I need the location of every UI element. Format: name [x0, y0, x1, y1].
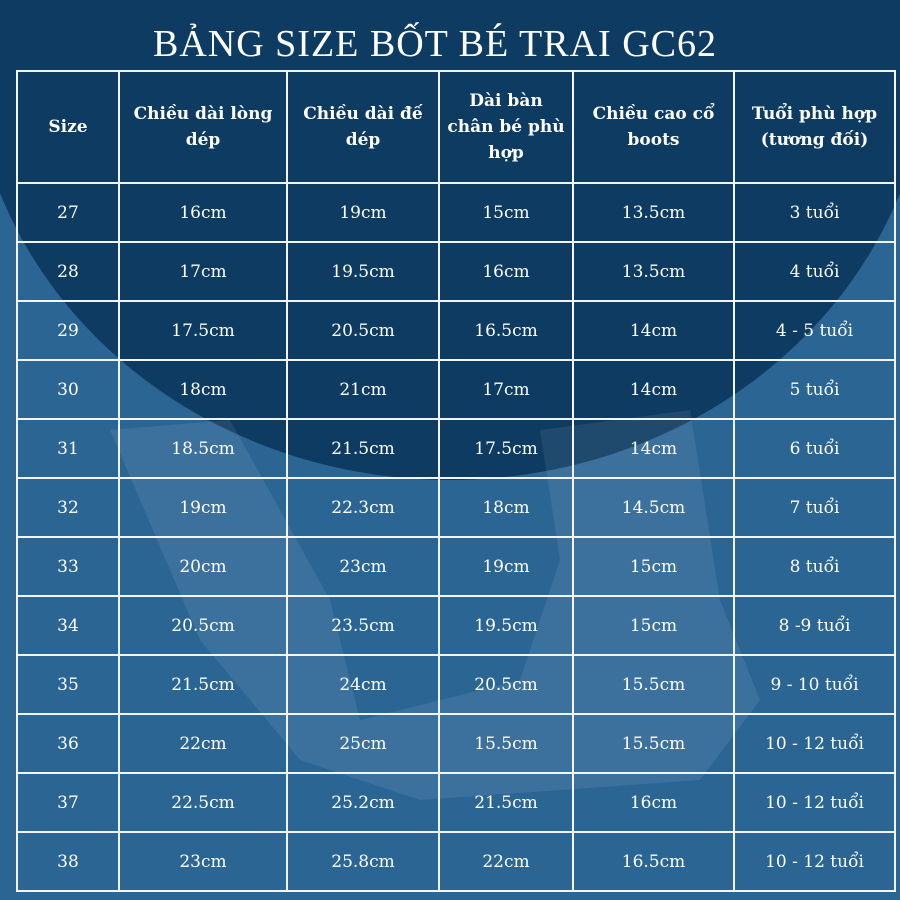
table-row: 37 22.5cm 25.2cm 21.5cm 16cm 10 - 12 tuổi [16, 772, 896, 833]
table-cell: 15cm [572, 536, 735, 597]
table-cell: 6 tuổi [733, 418, 896, 479]
table-cell: 35 [16, 654, 120, 715]
table-cell: 19cm [286, 182, 440, 243]
table-cell: 10 - 12 tuổi [733, 713, 896, 774]
table-cell: 28 [16, 241, 120, 302]
table-cell: 9 - 10 tuổi [733, 654, 896, 715]
header-cell: Tuổi phù hợp (tương đối) [733, 70, 896, 184]
table-cell: 30 [16, 359, 120, 420]
table-cell: 4 tuổi [733, 241, 896, 302]
table-cell: 19cm [118, 477, 288, 538]
table-cell: 24cm [286, 654, 440, 715]
table-cell: 22.3cm [286, 477, 440, 538]
table-cell: 10 - 12 tuổi [733, 772, 896, 833]
table-row: 29 17.5cm 20.5cm 16.5cm 14cm 4 - 5 tuổi [16, 300, 896, 361]
table-cell: 36 [16, 713, 120, 774]
table-cell: 19cm [438, 536, 574, 597]
table-cell: 15cm [438, 182, 574, 243]
header-cell: Dài bàn chân bé phù hợp [438, 70, 574, 184]
table-cell: 8 tuổi [733, 536, 896, 597]
table-cell: 31 [16, 418, 120, 479]
table-cell: 16cm [118, 182, 288, 243]
table-cell: 20cm [118, 536, 288, 597]
table-cell: 21cm [286, 359, 440, 420]
table-cell: 16.5cm [438, 300, 574, 361]
table-cell: 29 [16, 300, 120, 361]
table-cell: 20.5cm [118, 595, 288, 656]
table-cell: 18cm [118, 359, 288, 420]
table-cell: 21.5cm [286, 418, 440, 479]
header-cell: Chiều dài lòng dép [118, 70, 288, 184]
table-row: 31 18.5cm 21.5cm 17.5cm 14cm 6 tuổi [16, 418, 896, 479]
table-cell: 25.8cm [286, 831, 440, 892]
table-cell: 19.5cm [438, 595, 574, 656]
table-cell: 18.5cm [118, 418, 288, 479]
table-cell: 19.5cm [286, 241, 440, 302]
table-cell: 17.5cm [438, 418, 574, 479]
table-cell: 23cm [286, 536, 440, 597]
title: BẢNG SIZE BỐT BÉ TRAI GC62 [152, 23, 717, 65]
table-cell: 15.5cm [572, 713, 735, 774]
table-cell: 14.5cm [572, 477, 735, 538]
table-cell: 8 -9 tuổi [733, 595, 896, 656]
table-cell: 15.5cm [572, 654, 735, 715]
table-cell: 15cm [572, 595, 735, 656]
table-cell: 23.5cm [286, 595, 440, 656]
table-cell: 20.5cm [286, 300, 440, 361]
table-cell: 23cm [118, 831, 288, 892]
table-cell: 18cm [438, 477, 574, 538]
table-row: 36 22cm 25cm 15.5cm 15.5cm 10 - 12 tuổi [16, 713, 896, 774]
table-cell: 13.5cm [572, 241, 735, 302]
table-cell: 38 [16, 831, 120, 892]
table-cell: 16.5cm [572, 831, 735, 892]
table-row: 27 16cm 19cm 15cm 13.5cm 3 tuổi [16, 182, 896, 243]
table-row: 28 17cm 19.5cm 16cm 13.5cm 4 tuổi [16, 241, 896, 302]
table-cell: 17cm [118, 241, 288, 302]
table-cell: 14cm [572, 300, 735, 361]
table-cell: 16cm [572, 772, 735, 833]
table-row: 34 20.5cm 23.5cm 19.5cm 15cm 8 -9 tuổi [16, 595, 896, 656]
table-row: 30 18cm 21cm 17cm 14cm 5 tuổi [16, 359, 896, 420]
header-cell: Chiều cao cổ boots [572, 70, 735, 184]
table-cell: 34 [16, 595, 120, 656]
table-cell: 21.5cm [438, 772, 574, 833]
table-cell: 7 tuổi [733, 477, 896, 538]
table-cell: 13.5cm [572, 182, 735, 243]
table-row: 35 21.5cm 24cm 20.5cm 15.5cm 9 - 10 tuổi [16, 654, 896, 715]
size-table: Size Chiều dài lòng dép Chiều dài đế dép Dà… [16, 70, 896, 892]
header-row: Size Chiều dài lòng dép Chiều dài đế dép Dà… [16, 70, 896, 184]
table-cell: 20.5cm [438, 654, 574, 715]
header-cell: Size [16, 70, 120, 184]
table-cell: 14cm [572, 418, 735, 479]
table-cell: 5 tuổi [733, 359, 896, 420]
table-row: 38 23cm 25.8cm 22cm 16.5cm 10 - 12 tuổi [16, 831, 896, 892]
table-cell: 22.5cm [118, 772, 288, 833]
table-cell: 22cm [438, 831, 574, 892]
table-cell: 16cm [438, 241, 574, 302]
table-cell: 3 tuổi [733, 182, 896, 243]
table-cell: 27 [16, 182, 120, 243]
table-cell: 21.5cm [118, 654, 288, 715]
table-cell: 17cm [438, 359, 574, 420]
table-cell: 25.2cm [286, 772, 440, 833]
table-cell: 33 [16, 536, 120, 597]
header-cell: Chiều dài đế dép [286, 70, 440, 184]
table-cell: 22cm [118, 713, 288, 774]
table-row: 32 19cm 22.3cm 18cm 14.5cm 7 tuổi [16, 477, 896, 538]
table-cell: 10 - 12 tuổi [733, 831, 896, 892]
table-cell: 25cm [286, 713, 440, 774]
table-cell: 4 - 5 tuổi [733, 300, 896, 361]
table-cell: 14cm [572, 359, 735, 420]
table-cell: 32 [16, 477, 120, 538]
table-row: 33 20cm 23cm 19cm 15cm 8 tuổi [16, 536, 896, 597]
table-cell: 15.5cm [438, 713, 574, 774]
table-cell: 17.5cm [118, 300, 288, 361]
table-cell: 37 [16, 772, 120, 833]
